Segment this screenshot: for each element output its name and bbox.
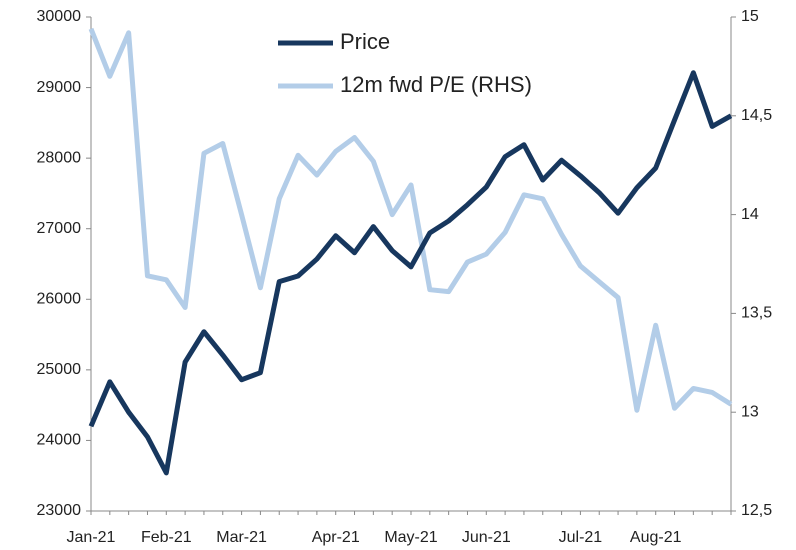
x-tick-label: Aug-21 [630, 529, 682, 546]
y-tick-label: 29000 [37, 79, 82, 96]
y-tick-label: 27000 [37, 220, 82, 237]
y2-tick-label: 13,5 [741, 305, 772, 322]
x-tick-label: Jan-21 [67, 529, 116, 546]
y2-tick-label: 12,5 [741, 502, 772, 519]
y-tick-label: 23000 [37, 502, 82, 519]
y2-tick-label: 15 [741, 8, 759, 25]
x-tick-label: May-21 [384, 529, 437, 546]
y2-tick-label: 14,5 [741, 107, 772, 124]
legend-label: Price [340, 29, 390, 54]
y2-tick-label: 14 [741, 206, 759, 223]
x-tick-label: Apr-21 [312, 529, 360, 546]
line-series [88, 27, 733, 413]
legend-label: 12m fwd P/E (RHS) [340, 72, 532, 97]
x-tick-label: Feb-21 [141, 529, 192, 546]
y2-tick-label: 13 [741, 403, 759, 420]
y-tick-label: 26000 [37, 291, 82, 308]
x-tick-label: Jun-21 [462, 529, 511, 546]
y-tick-label: 30000 [37, 8, 82, 25]
x-tick-label: Jul-21 [559, 529, 603, 546]
line-series [88, 70, 733, 476]
x-tick-label: Mar-21 [216, 529, 267, 546]
y-tick-label: 28000 [37, 149, 82, 166]
y-tick-label: 24000 [37, 432, 82, 449]
y-tick-label: 25000 [37, 361, 82, 378]
